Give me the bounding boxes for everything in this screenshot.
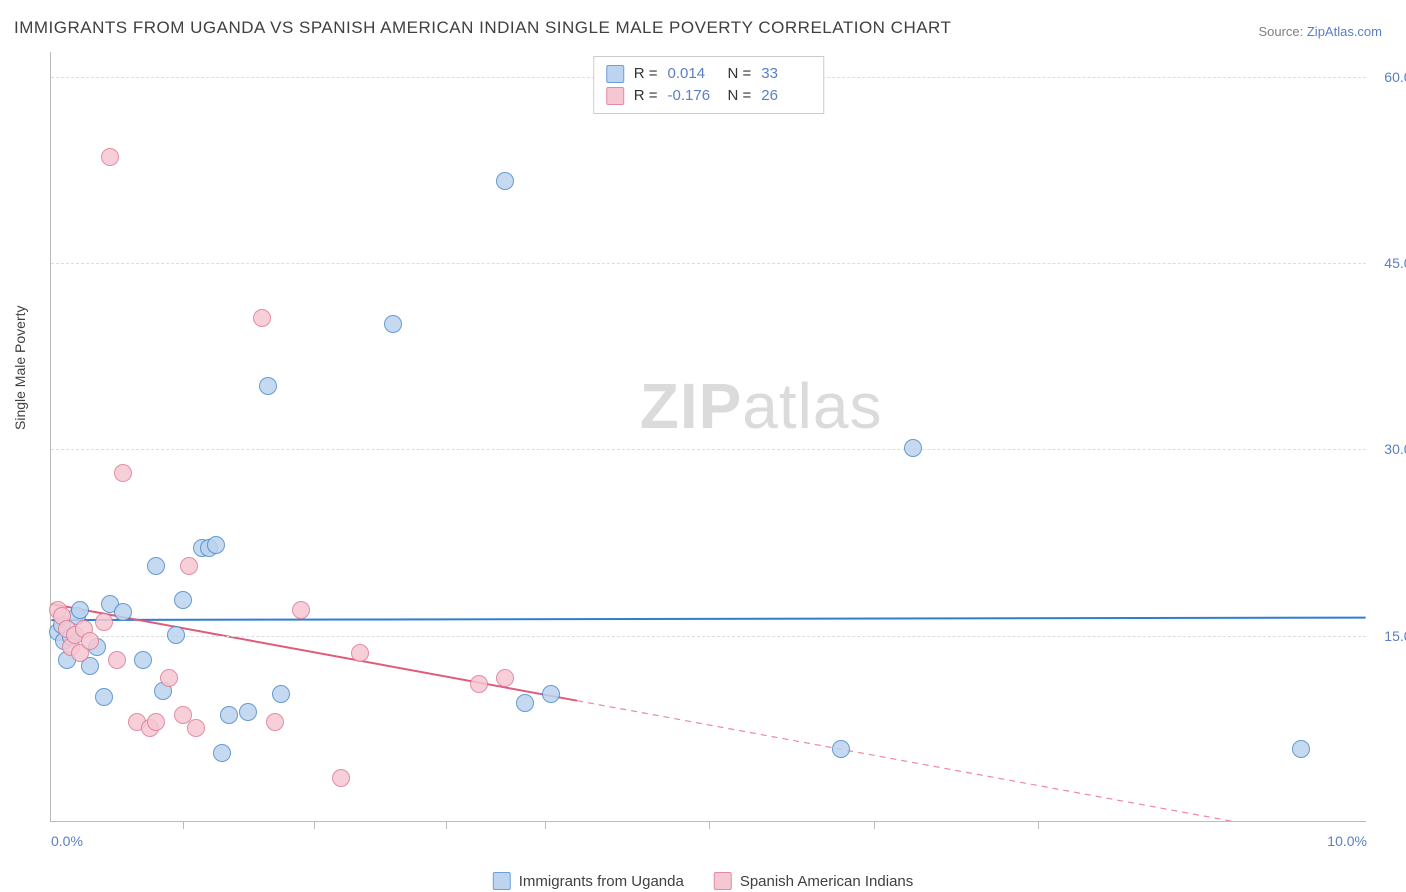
scatter-point	[71, 601, 89, 619]
scatter-point	[134, 651, 152, 669]
scatter-point	[470, 675, 488, 693]
y-tick-label: 15.0%	[1384, 628, 1406, 644]
legend-swatch	[493, 872, 511, 890]
source-link[interactable]: ZipAtlas.com	[1307, 24, 1382, 39]
legend-swatch	[606, 65, 624, 83]
scatter-point	[147, 713, 165, 731]
scatter-point	[516, 694, 534, 712]
watermark-zip: ZIP	[640, 370, 743, 442]
y-tick-label: 45.0%	[1384, 255, 1406, 271]
scatter-point	[108, 651, 126, 669]
scatter-point	[832, 740, 850, 758]
scatter-point	[114, 603, 132, 621]
bottom-legend-label: Spanish American Indians	[740, 873, 913, 890]
x-tick	[874, 821, 875, 829]
scatter-point	[496, 172, 514, 190]
x-tick	[1038, 821, 1039, 829]
x-tick	[446, 821, 447, 829]
legend-stats-box: R = 0.014 N = 33 R = -0.176 N = 26	[593, 56, 825, 114]
scatter-point	[272, 685, 290, 703]
scatter-point	[207, 536, 225, 554]
trend-line-solid	[51, 604, 577, 701]
scatter-point	[147, 557, 165, 575]
x-tick-label: 0.0%	[51, 833, 83, 849]
scatter-point	[351, 644, 369, 662]
bottom-legend-item: Immigrants from Uganda	[493, 872, 684, 890]
r-label: R =	[634, 85, 658, 107]
legend-stats-row: R = -0.176 N = 26	[606, 85, 812, 107]
legend-swatch	[714, 872, 732, 890]
x-tick	[183, 821, 184, 829]
watermark-atlas: atlas	[742, 370, 882, 442]
legend-stats-row: R = 0.014 N = 33	[606, 63, 812, 85]
scatter-point	[332, 769, 350, 787]
grid-line	[51, 636, 1366, 637]
plot-area: R =0.014N =33R =-0.176N =26 ZIPatlas 15.…	[50, 52, 1366, 822]
scatter-point	[213, 744, 231, 762]
y-tick-label: 30.0%	[1384, 441, 1406, 457]
y-axis-label: Single Male Poverty	[12, 305, 28, 430]
r-value: -0.176	[668, 85, 718, 107]
bottom-legend-label: Immigrants from Uganda	[519, 873, 684, 890]
scatter-point	[95, 613, 113, 631]
chart-title: IMMIGRANTS FROM UGANDA VS SPANISH AMERIC…	[14, 18, 951, 38]
grid-line	[51, 263, 1366, 264]
scatter-point	[904, 439, 922, 457]
scatter-point	[266, 713, 284, 731]
source-attribution: Source: ZipAtlas.com	[1258, 24, 1382, 39]
scatter-point	[101, 148, 119, 166]
scatter-point	[167, 626, 185, 644]
n-value: 26	[761, 85, 811, 107]
scatter-point	[253, 309, 271, 327]
scatter-point	[81, 632, 99, 650]
bottom-legend: Immigrants from Uganda Spanish American I…	[493, 872, 914, 890]
scatter-point	[384, 315, 402, 333]
scatter-point	[239, 703, 257, 721]
r-label: R =	[634, 63, 658, 85]
scatter-point	[187, 719, 205, 737]
scatter-point	[114, 464, 132, 482]
source-label: Source:	[1258, 24, 1306, 39]
r-value: 0.014	[668, 63, 718, 85]
n-label: N =	[728, 85, 752, 107]
scatter-point	[95, 688, 113, 706]
watermark: ZIPatlas	[640, 369, 883, 443]
scatter-point	[259, 377, 277, 395]
grid-line	[51, 449, 1366, 450]
bottom-legend-item: Spanish American Indians	[714, 872, 913, 890]
scatter-point	[180, 557, 198, 575]
y-tick-label: 60.0%	[1384, 69, 1406, 85]
scatter-point	[542, 685, 560, 703]
x-tick	[709, 821, 710, 829]
scatter-point	[292, 601, 310, 619]
x-tick-label: 10.0%	[1327, 833, 1367, 849]
legend-swatch	[606, 87, 624, 105]
scatter-point	[174, 591, 192, 609]
scatter-point	[496, 669, 514, 687]
trend-line-solid	[51, 618, 1365, 620]
scatter-point	[1292, 740, 1310, 758]
n-value: 33	[761, 63, 811, 85]
n-label: N =	[728, 63, 752, 85]
chart-container: IMMIGRANTS FROM UGANDA VS SPANISH AMERIC…	[0, 0, 1406, 892]
x-tick	[545, 821, 546, 829]
x-tick	[314, 821, 315, 829]
trend-line-dashed	[577, 701, 1366, 821]
scatter-point	[160, 669, 178, 687]
scatter-point	[220, 706, 238, 724]
